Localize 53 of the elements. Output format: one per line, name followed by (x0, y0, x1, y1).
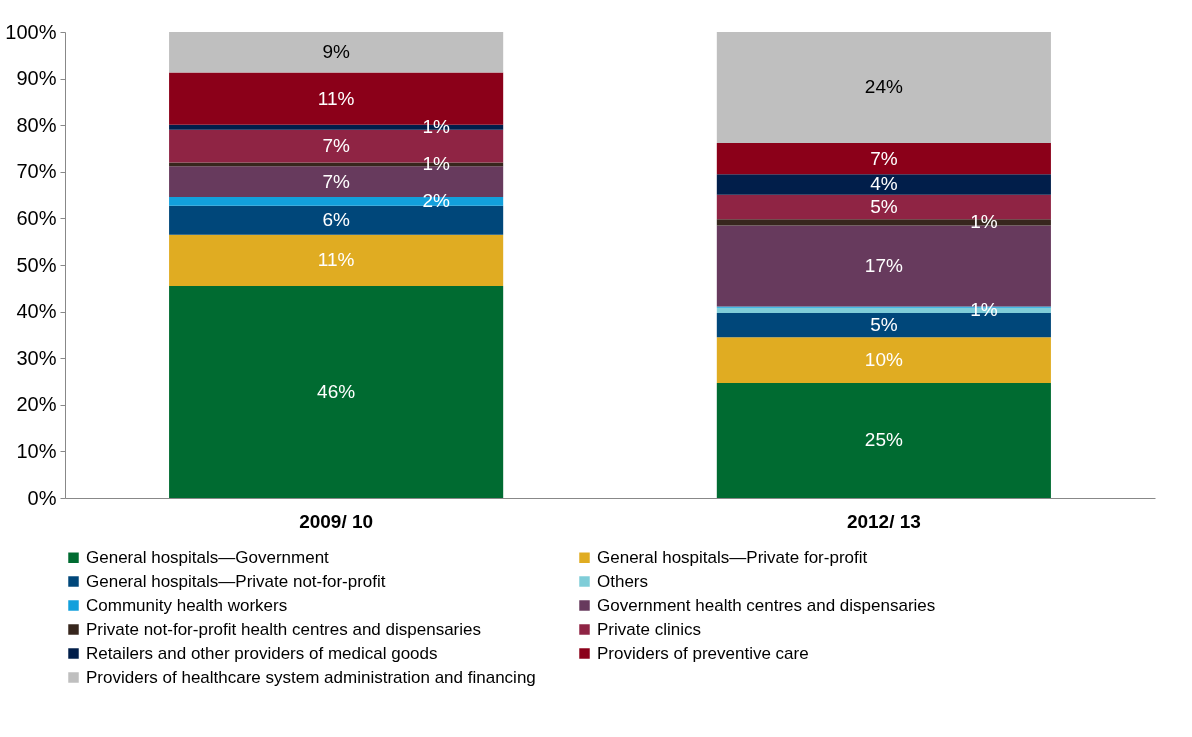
data-label: 7% (870, 147, 898, 169)
data-label: 17% (864, 254, 903, 276)
bar (716, 382, 1051, 498)
y-tick-label: 30% (16, 346, 57, 369)
bar (716, 337, 1051, 383)
bar (169, 32, 504, 73)
data-label: 25% (864, 429, 903, 451)
data-label: 1% (970, 211, 998, 233)
bar (716, 174, 1051, 195)
bar (716, 32, 1051, 143)
legend-label: General hospitals—Private for-profit (597, 547, 868, 567)
legend-label: Government health centres and dispensaries (597, 595, 936, 615)
bar (169, 285, 504, 498)
legend-label: Private clinics (597, 619, 701, 639)
y-tick-label: 100% (5, 20, 57, 43)
y-tick-label: 10% (16, 439, 57, 462)
data-label: 7% (322, 135, 350, 157)
y-tick-label: 50% (16, 253, 57, 276)
data-label: 10% (864, 349, 903, 371)
data-label: 9% (322, 41, 350, 63)
data-label: 2% (422, 190, 450, 212)
data-label: 24% (864, 76, 903, 98)
y-tick-label: 20% (16, 393, 57, 416)
legend-label: Providers of healthcare system administration and financing (86, 667, 536, 687)
data-label: 46% (317, 380, 356, 402)
bar (716, 142, 1051, 175)
legend-label: Private not-for-profit health centres and dispensaries (86, 619, 481, 639)
y-tick-label: 40% (16, 300, 57, 323)
legend-label: Retailers and other providers of medical goods (86, 643, 438, 663)
bar (169, 205, 504, 235)
data-label: 7% (322, 170, 350, 192)
data-label: 5% (870, 195, 898, 217)
legend-label: Others (597, 571, 649, 591)
data-label: 1% (422, 153, 450, 175)
data-label: 6% (322, 209, 350, 231)
data-label: 11% (317, 249, 355, 271)
data-label: 11% (317, 87, 355, 109)
legend-label: Community health workers (86, 595, 288, 615)
x-tick-label: 2012/ 13 (846, 510, 921, 532)
data-label: 5% (870, 314, 898, 336)
data-label: 1% (422, 116, 450, 138)
legend-label: Providers of preventive care (597, 643, 809, 663)
y-tick-label: 90% (16, 67, 57, 90)
bar (169, 234, 504, 286)
y-tick-label: 0% (27, 486, 57, 509)
data-label: 4% (870, 173, 898, 195)
bar (169, 196, 504, 206)
legend-label: General hospitals—Government (86, 547, 330, 567)
y-tick-label: 80% (16, 113, 57, 136)
legend-label: General hospitals—Private not-for-profit (86, 571, 386, 591)
x-tick-label: 2009/ 10 (299, 510, 374, 532)
y-tick-label: 60% (16, 206, 57, 229)
y-tick-label: 70% (16, 160, 57, 183)
